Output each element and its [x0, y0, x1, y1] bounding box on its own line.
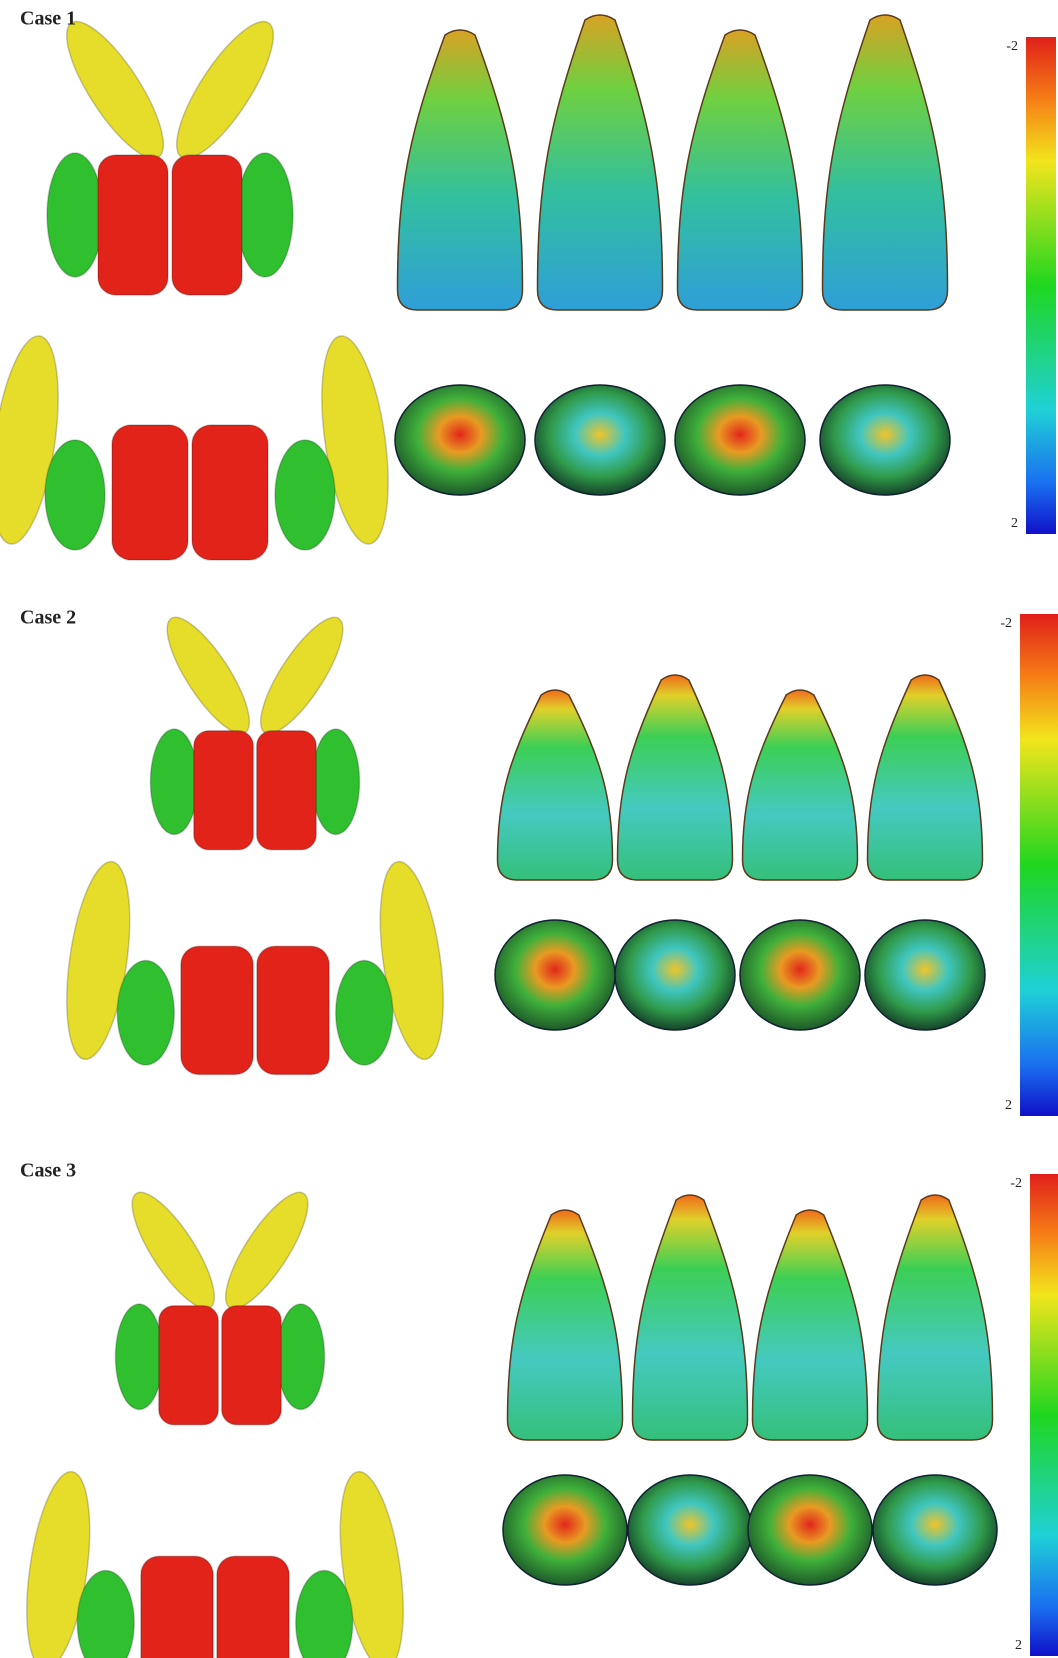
scale-top-label: -2 [1000, 616, 1012, 631]
case-label: Case 2 [20, 607, 76, 629]
tooth-map [876, 1194, 994, 1441]
tooth-map [741, 689, 859, 881]
case-label: Case 1 [20, 8, 76, 30]
crown [255, 730, 317, 851]
lateral-incisor [76, 1569, 135, 1658]
tooth-map [751, 1209, 869, 1441]
scale-bottom-label: 2 [1011, 516, 1018, 531]
crown [191, 424, 269, 561]
crown [193, 730, 255, 851]
canine [0, 335, 59, 545]
tooth-map [866, 674, 984, 881]
crown [111, 424, 189, 561]
occlusal-map [747, 1474, 873, 1586]
occlusal-map [627, 1474, 753, 1586]
crown [180, 945, 254, 1076]
lateral-incisor [311, 728, 361, 836]
tooth-map [616, 674, 734, 881]
lateral-incisor [46, 152, 104, 278]
canine [224, 1191, 309, 1310]
color-scale [1030, 1174, 1058, 1656]
canine [66, 860, 131, 1061]
case-label: Case 3 [20, 1160, 76, 1182]
canine [259, 616, 344, 735]
occlusal-map [674, 384, 806, 496]
lateral-incisor [114, 1303, 164, 1411]
occlusal-map [502, 1474, 628, 1586]
occlusal-map [872, 1474, 998, 1586]
lateral-incisor [149, 728, 199, 836]
tooth-map [396, 29, 524, 311]
canine [166, 616, 251, 735]
lateral-incisor [274, 439, 336, 551]
lateral-incisor [295, 1569, 354, 1658]
crown [220, 1305, 282, 1426]
tooth-map [676, 29, 804, 311]
lateral-incisor [236, 152, 294, 278]
canine [321, 335, 389, 545]
crown [256, 945, 330, 1076]
canine [26, 1470, 91, 1658]
canine [175, 20, 275, 160]
tooth-map [506, 1209, 624, 1441]
scale-bottom-label: 2 [1015, 1638, 1022, 1653]
tooth-map [631, 1194, 749, 1441]
occlusal-map [864, 919, 986, 1031]
occlusal-map [534, 384, 666, 496]
lateral-incisor [44, 439, 106, 551]
crown [140, 1555, 214, 1658]
tooth-map [496, 689, 614, 881]
canine [339, 1470, 404, 1658]
crown [216, 1555, 290, 1658]
crown [171, 154, 243, 296]
scale-top-label: -2 [1010, 1176, 1022, 1191]
crown [97, 154, 169, 296]
color-scale [1026, 37, 1056, 534]
tooth-map [536, 14, 664, 311]
lateral-incisor [276, 1303, 326, 1411]
occlusal-map [494, 919, 616, 1031]
canine [131, 1191, 216, 1310]
crown [158, 1305, 220, 1426]
occlusal-map [614, 919, 736, 1031]
canine [65, 20, 165, 160]
scale-bottom-label: 2 [1005, 1098, 1012, 1113]
canine [379, 860, 444, 1061]
occlusal-map [739, 919, 861, 1031]
occlusal-map [394, 384, 526, 496]
lateral-incisor [116, 959, 175, 1066]
color-scale [1020, 614, 1058, 1116]
tooth-map [821, 14, 949, 311]
scale-top-label: -2 [1006, 39, 1018, 54]
lateral-incisor [335, 959, 394, 1066]
occlusal-map [819, 384, 951, 496]
